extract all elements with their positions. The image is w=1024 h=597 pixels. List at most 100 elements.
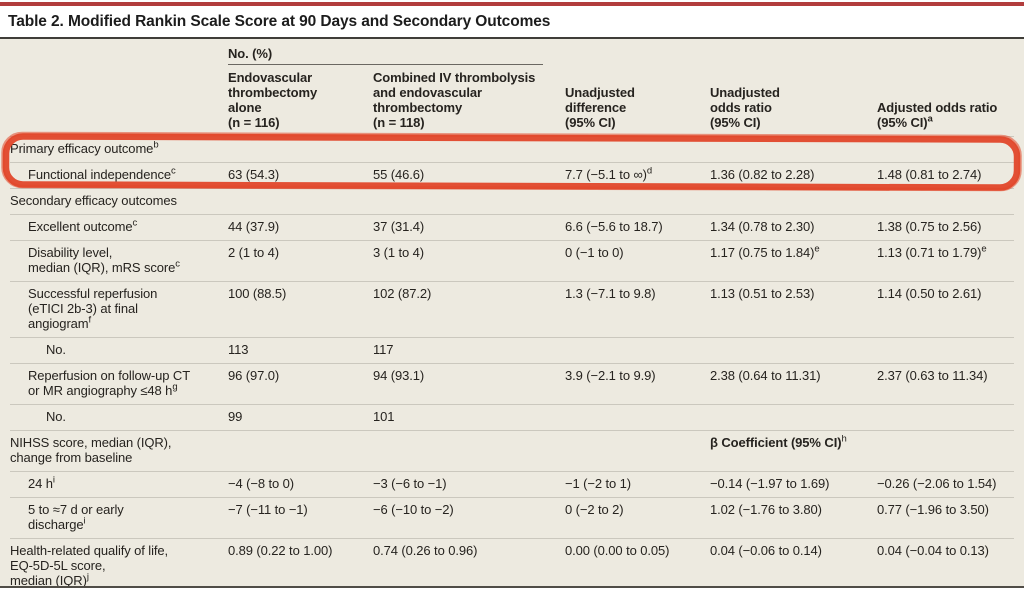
cell-value: 7.7 (−5.1 to ∞) [565,167,647,182]
cell-value: 6.6 (−5.6 to 18.7) [565,219,663,234]
footnote-marker: h [841,433,847,445]
column-header: Unadjusted difference (95% CI) [565,65,711,137]
row-label: Successful reperfusion (eTICI 2b-3) at f… [28,286,158,331]
cell-value: 2.37 (0.63 to 11.34) [877,368,988,383]
cell-value: −0.14 (−1.97 to 1.69) [710,476,830,491]
table-row: Reperfusion on follow-up CT or MR angiog… [10,363,1015,405]
cell-value: −1 (−2 to 1) [565,476,632,491]
row-label: Secondary efficacy outcomes [10,193,177,208]
table-row: No. 99 101 [10,404,1015,431]
column-header-row: Endovascular thrombectomy alone (n = 116… [10,65,1015,137]
cell-value: Adjusted odds ratio (95% CI) [877,100,998,130]
table-row: NIHSS score, median (IQR), change from b… [10,430,1015,472]
cell-value: 101 [373,409,395,424]
table-row: Successful reperfusion (eTICI 2b-3) at f… [10,281,1015,338]
cell-value: 113 [228,342,249,357]
table-row: No. 113 117 [10,337,1015,364]
cell-value: 2 (1 to 4) [228,245,280,260]
column-header: Adjusted odds ratio (95% CI)a [877,65,1015,137]
footnote-marker: i [52,474,55,486]
top-accent-bar [0,2,1024,6]
cell-value: 1.02 (−1.76 to 3.80) [710,502,822,517]
table-title: Table 2. Modified Rankin Scale Score at … [8,13,551,30]
cell-value: −4 (−8 to 0) [228,476,295,491]
cell-value: 96 (97.0) [228,368,280,383]
footnote-marker: c [175,258,180,270]
row-label: Reperfusion on follow-up CT or MR angiog… [28,368,191,398]
cell-value: 37 (31.4) [373,219,425,234]
cell-value: 0 (−2 to 2) [565,502,624,517]
cell-value: 1.14 (0.50 to 2.61) [877,286,982,301]
cell-value: 1.38 (0.75 to 2.56) [877,219,982,234]
row-label: Excellent outcome [28,219,133,234]
cell-value: 1.34 (0.78 to 2.30) [710,219,815,234]
table-row: Excellent outcomec 44 (37.9) 37 (31.4) 6.6 … [10,214,1015,241]
table-row: Health-related qualify of life, EQ-5D-5L… [10,539,1014,588]
cell-value: −6 (−10 to −2) [373,502,454,517]
cell-value: 1.13 (0.71 to 1.79) [877,245,982,260]
cell-value: 63 (54.3) [228,167,280,182]
cell-value: Unadjusted difference (95% CI) [565,85,635,130]
cell-value: 99 [228,409,243,424]
cell-value: 0.04 (−0.06 to 0.14) [710,543,822,558]
cell-value: 3 (1 to 4) [373,245,425,260]
cell-value: 1.13 (0.51 to 2.53) [710,286,815,301]
cell-value: 0.04 (−0.04 to 0.13) [877,543,989,558]
cell-value: 94 (93.1) [373,368,425,383]
cell-value: Endovascular thrombectomy alone (n = 116… [228,70,318,130]
footnote-marker: j [86,571,89,583]
cell-value: 2.38 (0.64 to 11.31) [710,368,821,383]
row-label: Primary efficacy outcome [10,141,154,156]
cell-value: 0.89 (0.22 to 1.00) [228,543,333,558]
cell-value: 1.3 (−7.1 to 9.8) [565,286,656,301]
cell-value: −7 (−11 to −1) [228,502,308,517]
title-rule [0,37,1024,39]
group-header-row: No. (%) [10,39,1014,65]
cell-value: 0.74 (0.26 to 0.96) [373,543,478,558]
table-row: Functional independencec 63 (54.3) 55 (46.… [10,162,1015,189]
cell-value: β Coefficient (95% CI) [710,435,842,450]
cell-value: Combined IV thrombolysis and endovascula… [373,70,536,130]
table-row: Primary efficacy outcomeb [10,136,1015,163]
cell-value: 3.9 (−2.1 to 9.9) [565,368,656,383]
footnote-marker: f [88,314,92,326]
column-header [10,65,228,137]
cell-value: −0.26 (−2.06 to 1.54) [877,476,997,491]
footnote-marker: g [172,381,178,393]
row-label: NIHSS score, median (IQR), change from b… [10,435,172,465]
cell-value: 100 (88.5) [228,286,287,301]
column-header: Combined IV thrombolysis and endovascula… [373,65,566,137]
column-header: Endovascular thrombectomy alone (n = 116… [228,65,373,137]
cell-value: 102 (87.2) [373,286,432,301]
table-row: 5 to ≈7 d or early dischargei −7 (−11 to … [10,497,1015,539]
row-label: Functional independence [28,167,171,182]
table-row: 24 hi −4 (−8 to 0) −3 (−6 to −1) −1 (−2 to … [10,471,1015,498]
group-header: No. (%) [228,46,544,65]
cell-value: 0 (−1 to 0) [565,245,624,260]
cell-value: 55 (46.6) [373,167,425,182]
row-label: 24 h [28,476,53,491]
footnote-marker: c [132,217,138,229]
cell-value: 1.36 (0.82 to 2.28) [710,167,815,182]
outcomes-table: No. (%) Endovascular thrombectomy alone (… [10,39,1015,588]
footnote-marker: e [981,243,987,255]
footnote-marker: b [153,139,159,151]
cell-value: 0.00 (0.00 to 0.05) [565,543,670,558]
column-header: Unadjusted odds ratio (95% CI) [710,65,878,137]
footnote-marker: e [814,243,820,255]
table-row: Disability level, median (IQR), mRS scor… [10,240,1015,282]
cell-value: 117 [373,342,394,357]
table-panel: No. (%) Endovascular thrombectomy alone (… [0,39,1024,588]
cell-value: 44 (37.9) [228,219,280,234]
cell-value: 0.77 (−1.96 to 3.50) [877,502,989,517]
row-label: No. [46,409,66,424]
footnote-marker: i [83,515,86,527]
cell-value: 1.48 (0.81 to 2.74) [877,167,982,182]
footnote-marker: d [646,165,653,177]
cell-value: −3 (−6 to −1) [373,476,447,491]
row-label: No. [46,342,66,357]
cell-value: Unadjusted odds ratio (95% CI) [710,85,780,130]
row-label: Health-related qualify of life, EQ-5D-5L… [10,543,169,588]
table-row: Secondary efficacy outcomes [10,188,1015,215]
